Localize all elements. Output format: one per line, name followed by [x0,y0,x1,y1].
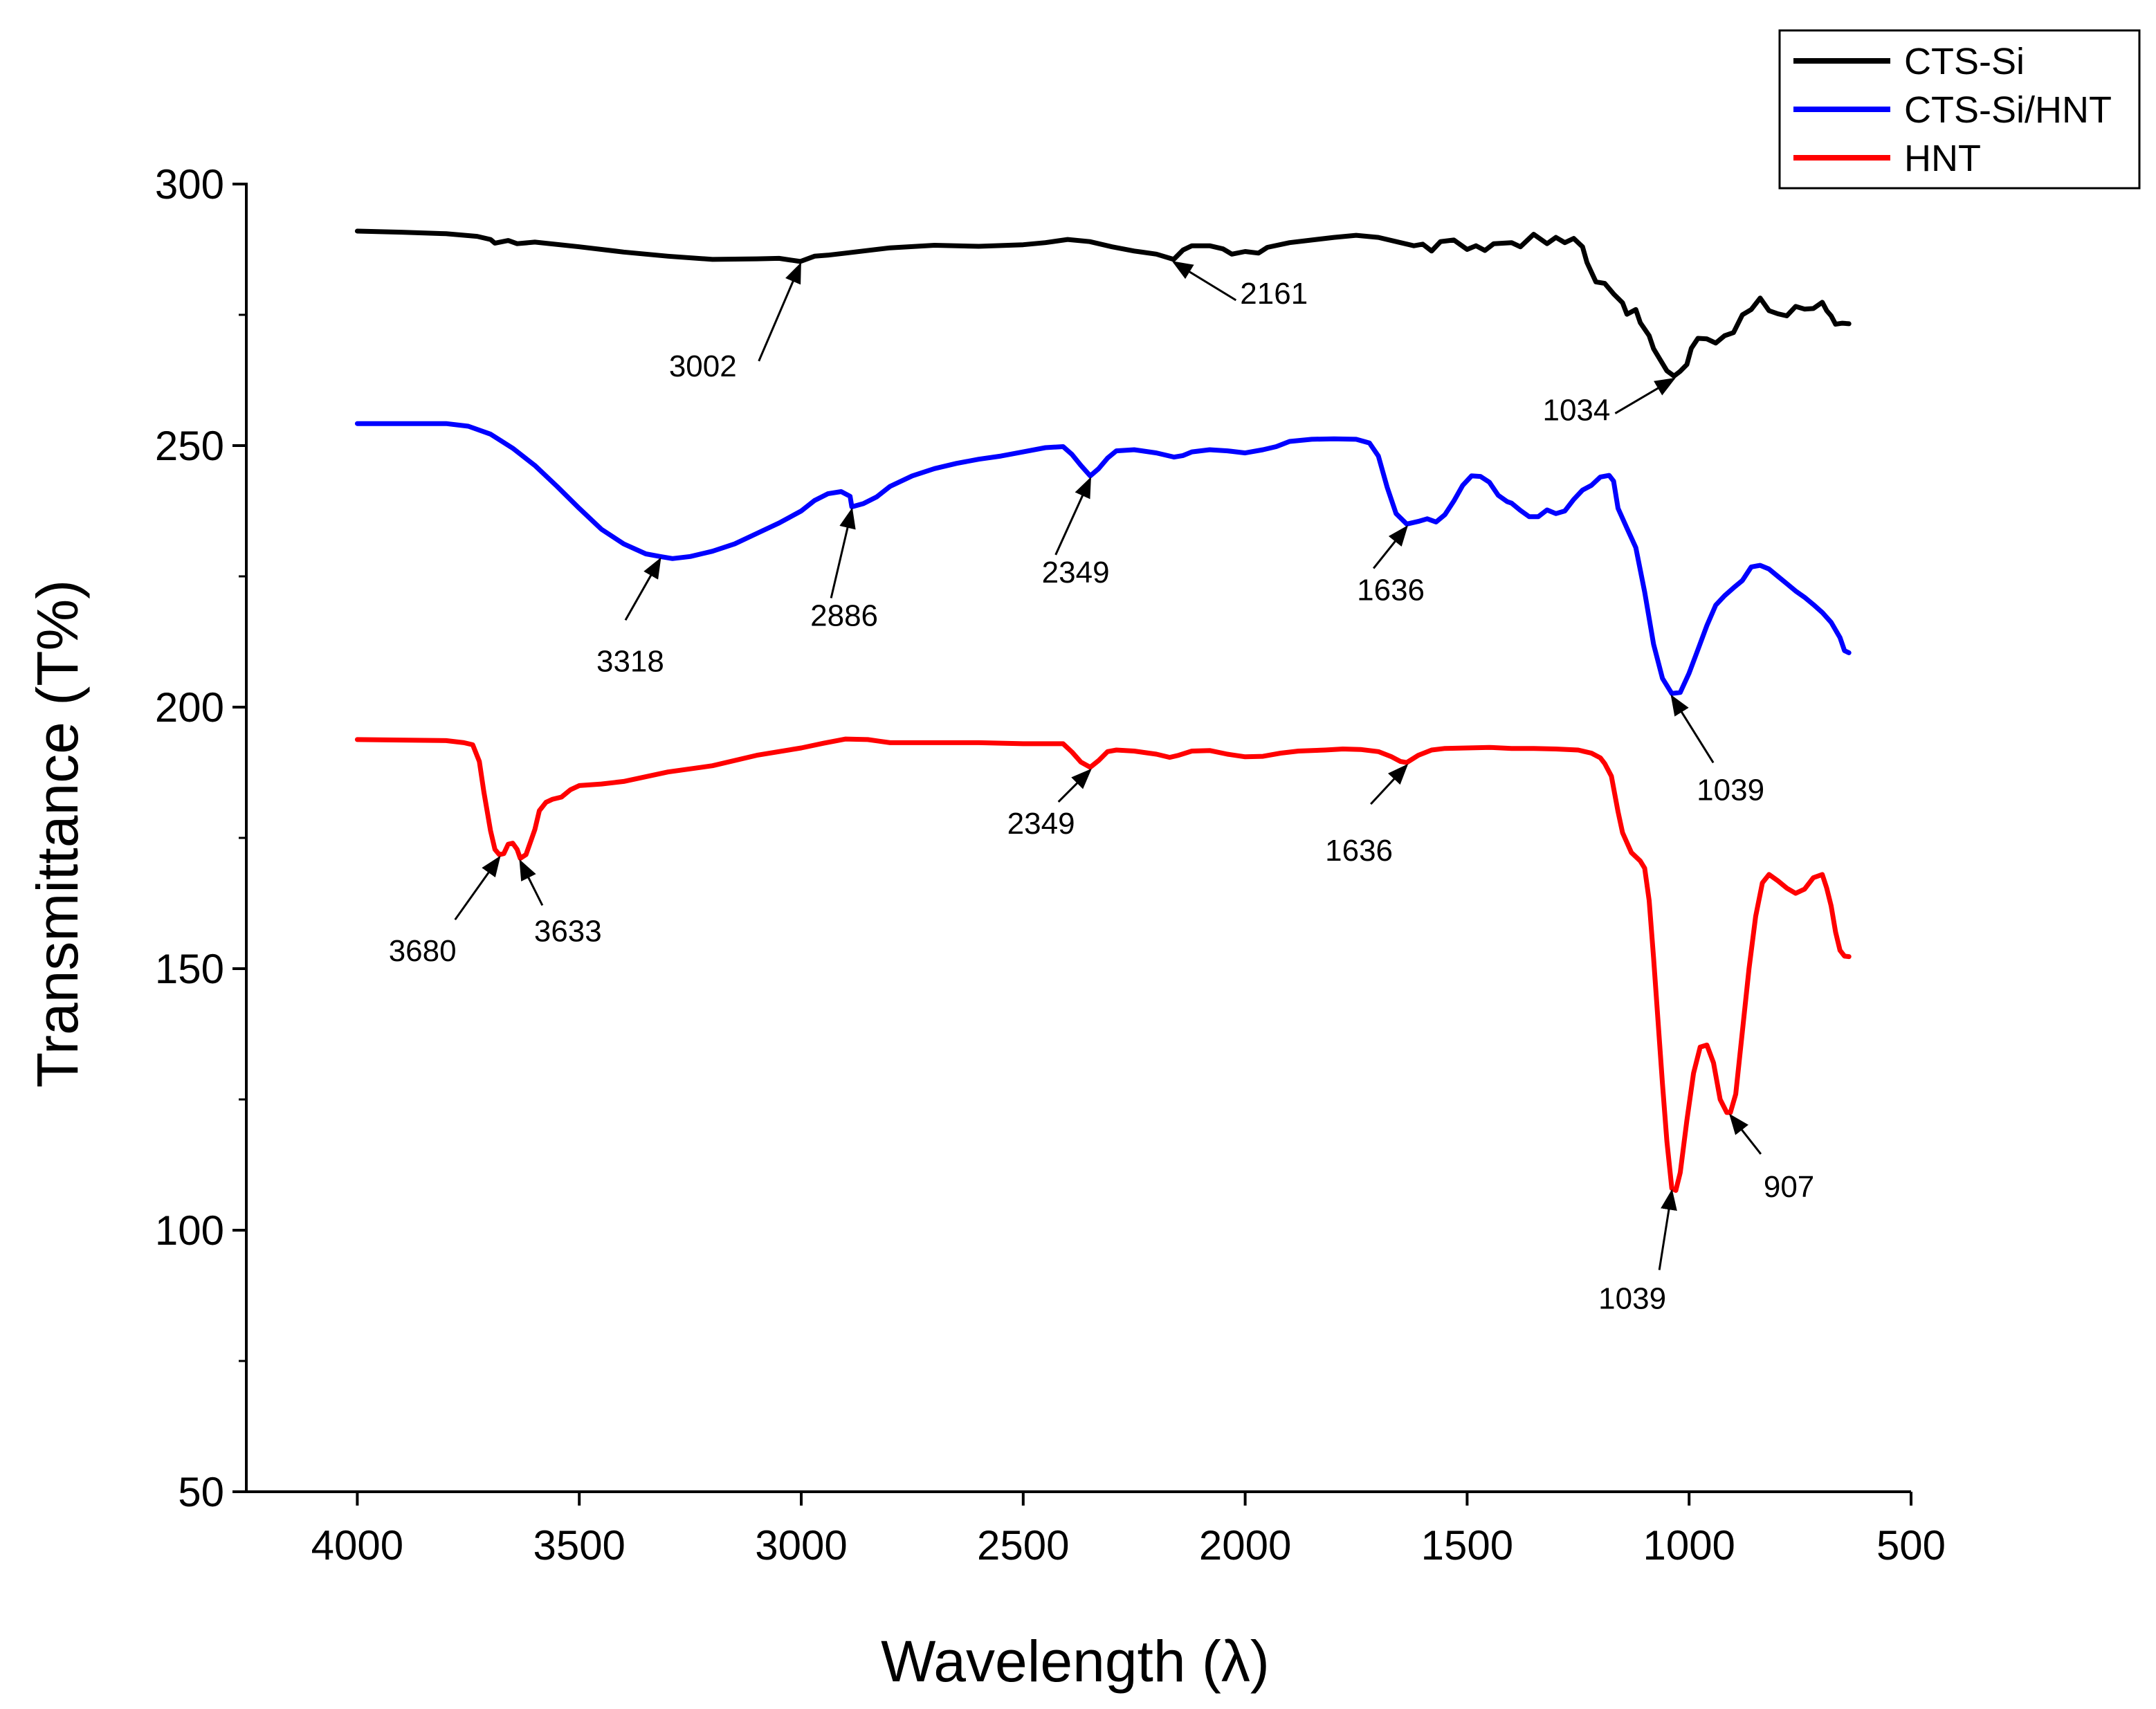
peak-label-2349: 2349 [1042,556,1110,590]
x-tick-label: 3500 [533,1522,625,1569]
annotation-arrow [1372,525,1409,569]
y-tick-label: 300 [155,161,224,208]
peak-label-2349: 2349 [1007,807,1075,841]
x-tick-label: 2000 [1199,1522,1291,1569]
peak-label-3318: 3318 [596,644,664,678]
x-tick-label: 1500 [1421,1522,1513,1569]
annotation-arrow [1057,768,1092,803]
peak-label-1636: 1636 [1357,573,1425,607]
annotation-arrow [454,855,501,921]
annotation-arrow [624,557,661,621]
legend-label: CTS-Si/HNT [1904,89,2112,131]
legend-label: HNT [1904,138,1981,179]
peak-label-2886: 2886 [810,598,878,632]
peak-label-1039: 1039 [1598,1282,1666,1316]
x-tick-label: 500 [1876,1522,1946,1569]
annotation-arrow [1658,1189,1677,1270]
y-tick-label: 150 [155,946,224,992]
y-tick-label: 250 [155,423,224,469]
x-tick-label: 1000 [1643,1522,1735,1569]
y-tick-label: 200 [155,684,224,731]
annotation-arrow [1171,261,1237,302]
axes: 4000 3500 3000 2500 2000 1500 1000 500 50 100 150 2… [155,161,1946,1569]
peak-label-3633: 3633 [534,914,602,948]
annotation-arrow [1054,477,1092,556]
annotation-arrow [1670,694,1715,764]
peak-label-3680: 3680 [389,934,457,968]
peak-label-1636: 1636 [1325,834,1393,868]
series-line-cts-si [354,228,1852,378]
annotation-arrow [519,859,544,906]
peak-label-907: 907 [1764,1170,1814,1204]
annotation-arrow [830,507,856,598]
peak-label-1039: 1039 [1697,773,1764,807]
x-axis-title: Wavelength (λ) [881,1629,1270,1694]
x-tick-label: 2500 [977,1522,1069,1569]
series-line-cts-si-hnt [354,421,1852,696]
annotation-arrow [1614,377,1676,414]
annotation-arrow [1370,763,1409,805]
series-layer [354,228,1852,1193]
x-tick-label: 3000 [755,1522,847,1569]
peak-label-3002: 3002 [669,349,737,383]
peak-label-1034: 1034 [1542,393,1610,427]
legend-label: CTS-Si [1904,41,2025,82]
annotation-arrow [758,262,802,362]
y-axis-title: Transmittance (T%) [25,580,90,1088]
legend: CTS-Si CTS-Si/HNT HNT [1778,29,2141,190]
annotation-arrow [1729,1113,1762,1155]
peak-label-2161: 2161 [1240,277,1308,311]
series-line-hnt [354,736,1852,1193]
x-tick-label: 4000 [311,1522,403,1569]
y-tick-label: 100 [155,1207,224,1254]
y-tick-label: 50 [178,1469,224,1515]
annotation-layer: 3002 2161 1034 3318 2886 2349 1636 1039 3680 3633… [389,261,1814,1316]
